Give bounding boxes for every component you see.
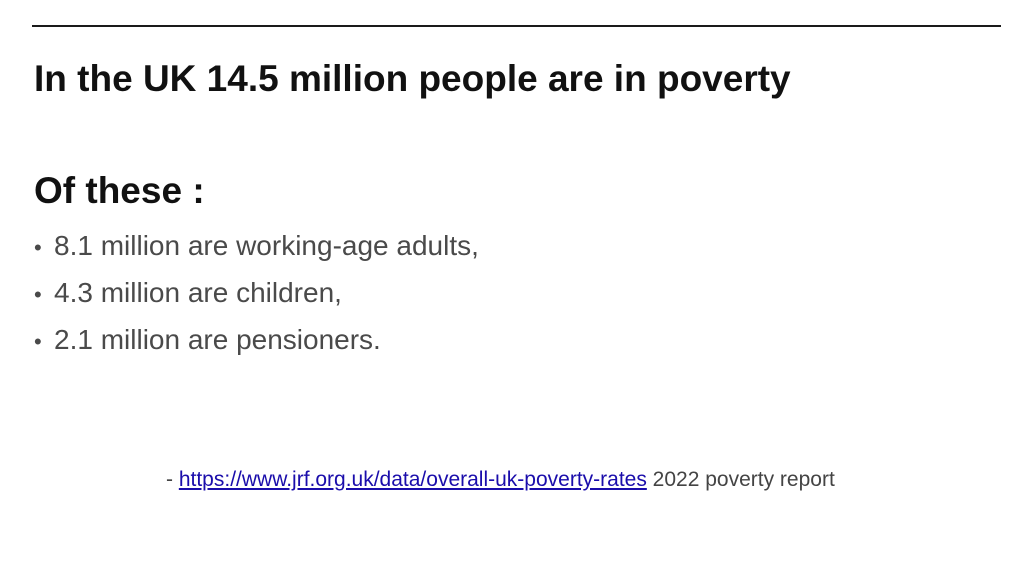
bullet-dot-icon: • bbox=[34, 282, 42, 307]
bullet-item-children: • 4.3 million are children, bbox=[34, 269, 479, 316]
source-suffix: 2022 poverty report bbox=[646, 468, 835, 491]
top-divider bbox=[32, 25, 1001, 27]
source-prefix: - bbox=[166, 468, 179, 491]
bullet-item-working-age: • 8.1 million are working-age adults, bbox=[34, 222, 479, 269]
bullet-text: 8.1 million are working-age adults, bbox=[54, 230, 479, 261]
bullet-text: 2.1 million are pensioners. bbox=[54, 324, 381, 355]
bullet-dot-icon: • bbox=[34, 235, 42, 260]
source-link[interactable]: https://www.jrf.org.uk/data/overall-uk-p… bbox=[178, 468, 647, 491]
slide-headline: In the UK 14.5 million people are in pov… bbox=[34, 58, 791, 99]
source-citation: - https://www.jrf.org.uk/data/overall-uk… bbox=[166, 468, 835, 492]
bullet-item-pensioners: • 2.1 million are pensioners. bbox=[34, 316, 479, 363]
bullet-text: 4.3 million are children, bbox=[54, 277, 342, 308]
bullet-dot-icon: • bbox=[34, 329, 42, 354]
slide-subheading: Of these : bbox=[34, 170, 205, 211]
bullet-list: • 8.1 million are working-age adults, • 4.… bbox=[34, 222, 479, 363]
